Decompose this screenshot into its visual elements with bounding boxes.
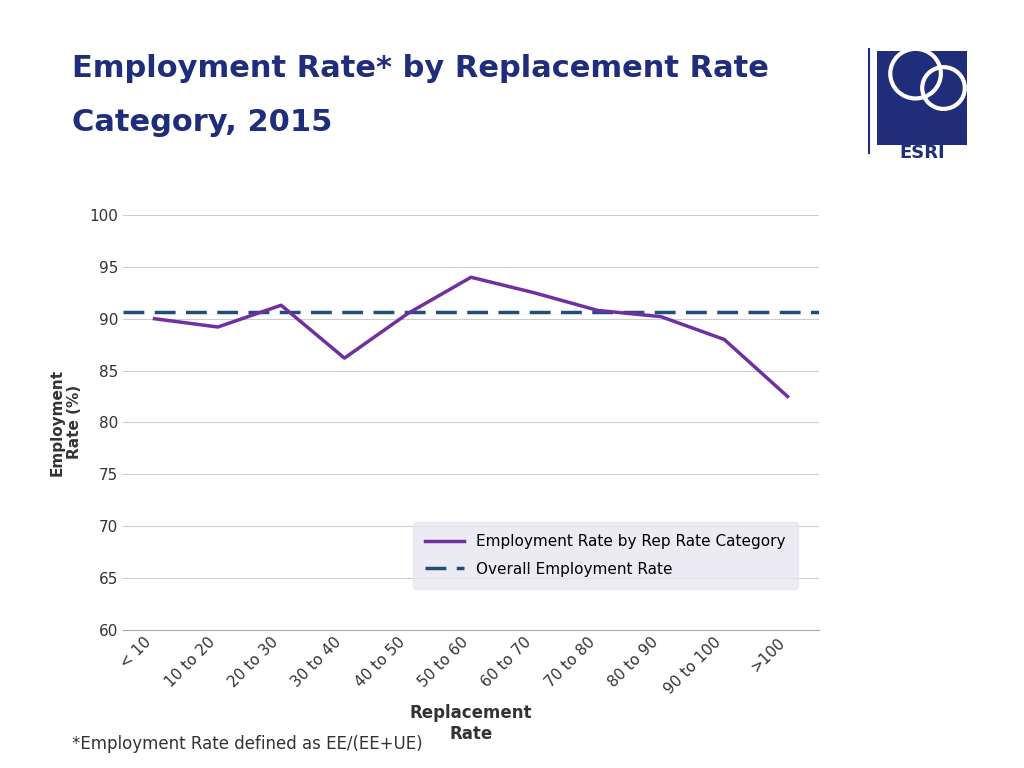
Y-axis label: Employment
Rate (%): Employment Rate (%) <box>50 369 82 476</box>
Text: ESRI: ESRI <box>899 144 945 163</box>
Legend: Employment Rate by Rep Rate Category, Overall Employment Rate: Employment Rate by Rep Rate Category, Ov… <box>414 522 798 589</box>
Text: Category, 2015: Category, 2015 <box>72 108 332 137</box>
Text: *Employment Rate defined as EE/(EE+UE): *Employment Rate defined as EE/(EE+UE) <box>72 735 422 753</box>
FancyBboxPatch shape <box>877 51 968 145</box>
Text: Employment Rate* by Replacement Rate: Employment Rate* by Replacement Rate <box>72 54 769 83</box>
X-axis label: Replacement
Rate: Replacement Rate <box>410 704 532 743</box>
